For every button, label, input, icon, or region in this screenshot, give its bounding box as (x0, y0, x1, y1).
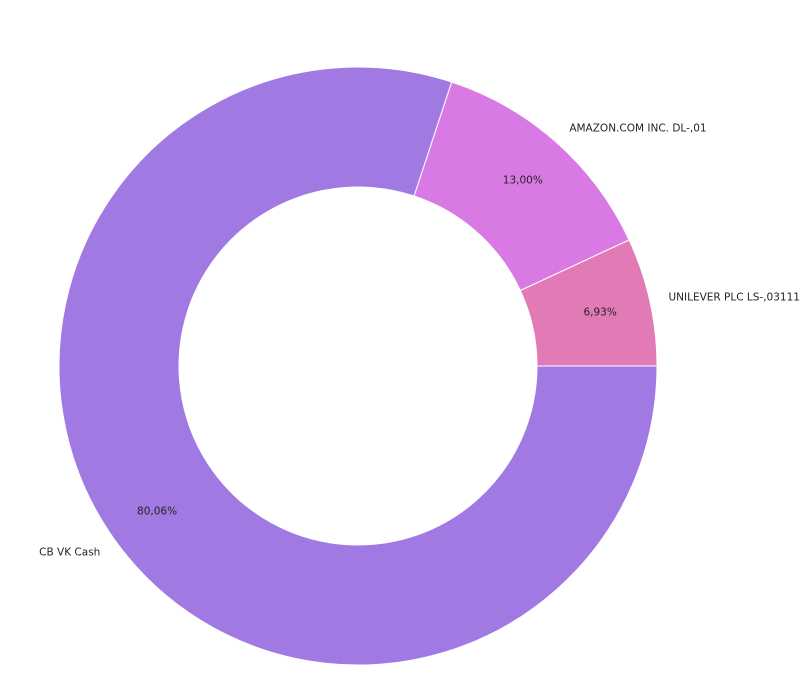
value-label: 13,00% (503, 175, 543, 187)
donut-slice (58, 66, 658, 666)
category-label: AMAZON.COM INC. DL-,01 (569, 122, 706, 134)
value-label: 80,06% (137, 505, 177, 517)
value-label: 6,93% (583, 306, 616, 318)
category-label: UNILEVER PLC LS-,031111 (668, 291, 800, 303)
category-label: CB VK Cash (39, 546, 100, 558)
